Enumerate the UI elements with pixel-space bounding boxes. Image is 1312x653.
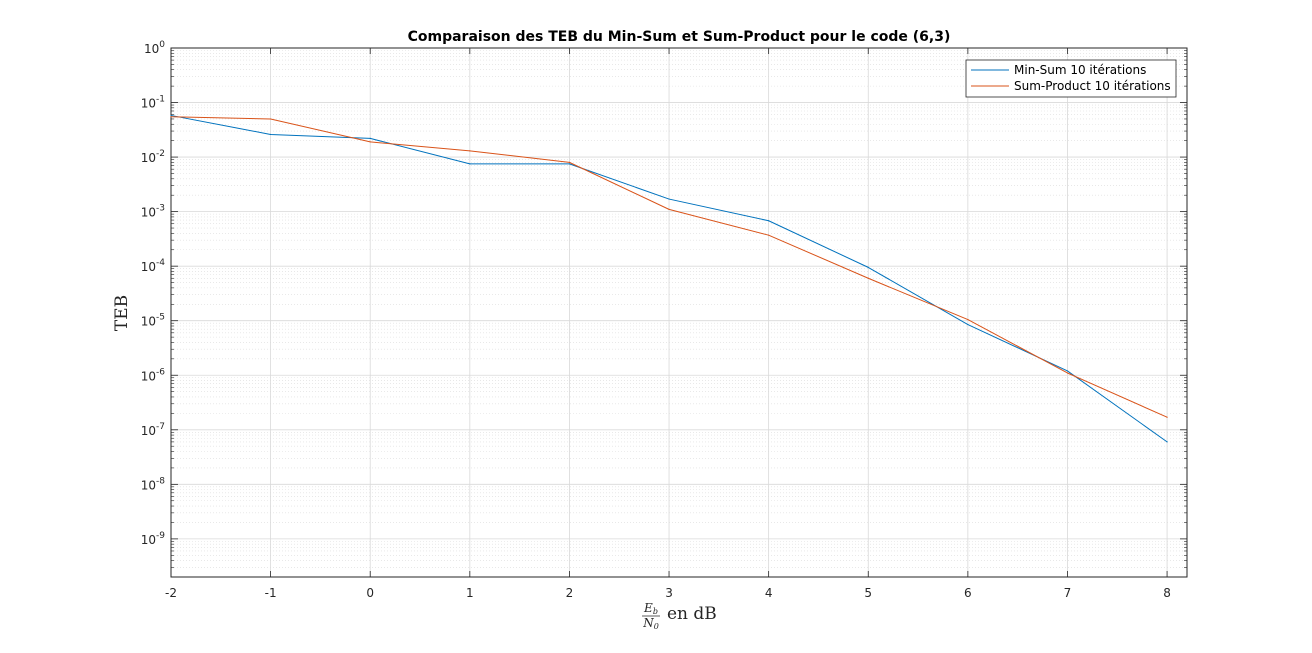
x-tick-label: -2	[165, 586, 177, 600]
x-tick-label: 7	[1064, 586, 1072, 600]
data-point-min-sum-10-it-rations	[270, 133, 272, 136]
data-point-sum-product-10-it-rations	[568, 161, 571, 163]
data-point-sum-product-10-it-rations	[768, 234, 770, 236]
y-tick-label: 10-5	[141, 313, 165, 329]
x-tick-label: 5	[864, 586, 872, 600]
data-point-min-sum-10-it-rations	[668, 198, 670, 200]
legend: Min-Sum 10 itérations Sum-Product 10 ité…	[965, 59, 1177, 98]
y-tick-label: 10-1	[141, 95, 165, 111]
plot-area	[171, 48, 1187, 577]
x-tick-label: 2	[566, 586, 574, 600]
y-tick-label: 10-8	[141, 476, 166, 492]
x-tick-label: 8	[1163, 586, 1171, 600]
data-point-sum-product-10-it-rations	[369, 141, 371, 143]
x-tick-label: 0	[366, 586, 374, 600]
legend-label-min-sum: Min-Sum 10 itérations	[1014, 63, 1146, 77]
data-point-sum-product-10-it-rations	[1066, 372, 1069, 374]
data-point-sum-product-10-it-rations	[967, 318, 969, 321]
data-point-min-sum-10-it-rations	[568, 163, 571, 165]
data-point-sum-product-10-it-rations	[668, 208, 670, 210]
series-layer	[170, 114, 1168, 443]
x-tick-label: 1	[466, 586, 474, 600]
data-point-min-sum-10-it-rations	[768, 220, 770, 222]
x-tick-labels: -2 -1 0 1 2 3 4 5 6 7 8	[165, 586, 1171, 600]
data-point-sum-product-10-it-rations	[170, 116, 172, 118]
data-point-min-sum-10-it-rations	[967, 323, 969, 326]
data-point-min-sum-10-it-rations	[170, 114, 172, 117]
x-axis-label-suffix: en dB	[667, 604, 717, 624]
chart-title: Comparaison des TEB du Min-Sum et Sum-Pr…	[408, 29, 951, 45]
minor-grid	[171, 50, 1187, 568]
data-point-sum-product-10-it-rations	[867, 277, 869, 279]
y-tick-label: 10-3	[141, 204, 165, 220]
data-point-sum-product-10-it-rations	[469, 150, 471, 152]
data-point-min-sum-10-it-rations	[369, 137, 371, 140]
y-tick-labels: 100 10-1 10-2 10-3 10-4 10-5 10-6 10-7 10-8 10-9	[141, 40, 166, 547]
y-tick-label: 10-7	[141, 422, 165, 438]
data-point-min-sum-10-it-rations	[1166, 441, 1168, 443]
x-axis-label-numerator: Eb	[643, 601, 658, 616]
legend-label-sum-product: Sum-Product 10 itérations	[1014, 79, 1171, 93]
x-tick-label: 6	[964, 586, 972, 600]
legend-box	[965, 59, 1177, 98]
data-point-sum-product-10-it-rations	[1166, 416, 1168, 418]
data-point-min-sum-10-it-rations	[469, 163, 471, 165]
axis-ticks	[170, 47, 1187, 577]
x-axis-label-denominator: N0	[642, 616, 659, 631]
data-point-min-sum-10-it-rations	[867, 266, 869, 268]
y-tick-label: 10-6	[141, 367, 166, 383]
plot-frame	[170, 47, 1188, 578]
x-axis-label: Eb N0 en dB	[642, 601, 717, 631]
data-point-sum-product-10-it-rations	[270, 118, 272, 120]
y-tick-label: 10-4	[141, 258, 166, 274]
y-tick-label: 10-9	[141, 531, 166, 547]
y-axis-label: TEB	[112, 295, 132, 331]
x-tick-label: 3	[665, 586, 673, 600]
x-tick-label: -1	[265, 586, 277, 600]
x-tick-label: 4	[765, 586, 773, 600]
y-tick-label: 10-2	[141, 149, 165, 165]
data-point-min-sum-10-it-rations	[1066, 370, 1069, 372]
y-tick-label: 100	[144, 40, 165, 56]
